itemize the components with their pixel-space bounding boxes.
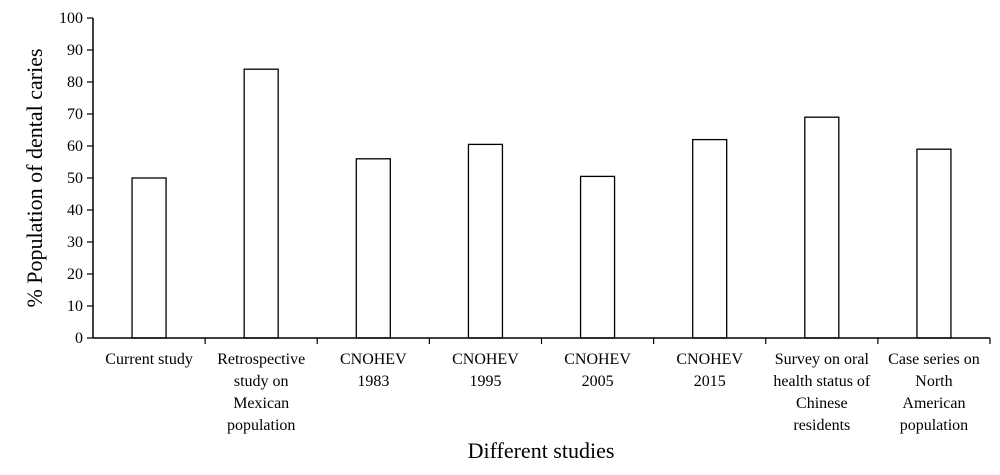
x-axis-category-labels: Current study Retrospective study on Mexica… — [105, 351, 979, 434]
y-tick-label: 30 — [67, 234, 83, 251]
x-category-label-line: study on — [234, 373, 289, 390]
bar — [467, 143, 504, 339]
bars — [131, 68, 991, 344]
x-category-label-line: Mexican — [233, 395, 289, 412]
x-category-label-line: 1983 — [357, 373, 389, 390]
bar — [579, 175, 616, 339]
x-category-label-line: CNOHEV — [676, 351, 743, 368]
y-tick-label: 10 — [67, 298, 83, 315]
x-category-label-line: North — [915, 373, 952, 390]
x-category-label-line: Chinese — [796, 395, 848, 412]
x-category-label: Survey on oral health status of Chinese res… — [773, 351, 871, 434]
y-tick-label: 100 — [59, 10, 83, 27]
x-category-label-line: 2015 — [694, 373, 726, 390]
x-category-label-line: American — [902, 395, 965, 412]
x-category-label: CNOHEV 1995 — [452, 351, 519, 390]
x-category-label-line: 2005 — [582, 373, 614, 390]
bar — [804, 116, 840, 339]
x-category-label-line: residents — [793, 417, 850, 434]
y-tick-label: 20 — [67, 266, 83, 283]
x-category-label-line: Survey on oral — [775, 351, 870, 368]
x-category-label: CNOHEV 2005 — [564, 351, 631, 390]
y-tick-label: 60 — [67, 138, 83, 155]
x-category-label-line: health status of — [773, 373, 871, 390]
x-category-label-line: Retrospective — [217, 351, 305, 368]
x-category-label-line: CNOHEV — [452, 351, 519, 368]
x-category-label-line: population — [227, 417, 295, 434]
bar — [355, 158, 391, 339]
x-category-label: Current study — [105, 351, 193, 368]
bar — [131, 177, 167, 339]
bar — [916, 148, 952, 339]
y-axis-ticks: 0 10 20 30 40 50 60 70 80 90 100 — [59, 10, 93, 347]
y-axis-title: % Population of dental caries — [22, 48, 47, 307]
y-tick-label: 0 — [75, 330, 83, 347]
y-tick-label: 80 — [67, 74, 83, 91]
x-category-label-line: population — [900, 417, 968, 434]
x-category-label-line: 1995 — [469, 373, 501, 390]
x-category-label-line: CNOHEV — [564, 351, 631, 368]
bar — [692, 138, 728, 339]
x-category-label-line: Case series on — [888, 351, 980, 368]
x-category-label: CNOHEV 2015 — [676, 351, 743, 390]
x-axis-title: Different studies — [468, 438, 615, 463]
y-tick-label: 50 — [67, 170, 83, 187]
y-tick-label: 90 — [67, 42, 83, 59]
y-tick-label: 70 — [67, 106, 83, 123]
bar — [243, 68, 279, 339]
x-category-label-line: Current study — [105, 351, 193, 368]
x-category-label-line: CNOHEV — [340, 351, 407, 368]
x-category-label: Case series on North American population — [888, 351, 980, 434]
x-category-label: CNOHEV 1983 — [340, 351, 407, 390]
y-tick-label: 40 — [67, 202, 83, 219]
x-category-label: Retrospective study on Mexican population — [217, 351, 305, 434]
